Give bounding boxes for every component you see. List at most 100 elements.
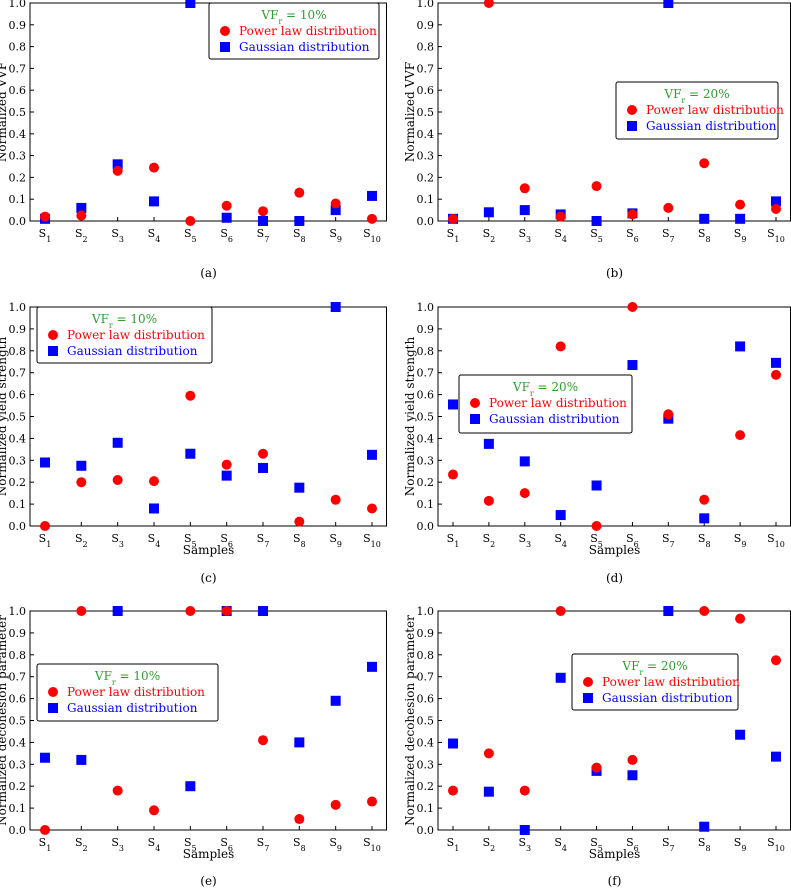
x-tick-label-S7: S7 bbox=[257, 532, 270, 549]
y-tick-label: 0.5 bbox=[417, 411, 435, 424]
x-tick-label-S7: S7 bbox=[662, 227, 675, 244]
y-tick-label: 0.9 bbox=[417, 627, 435, 640]
y-tick-label: 0.9 bbox=[9, 627, 27, 640]
legend-gaussian-marker bbox=[470, 414, 480, 424]
legend: VFr = 10%Power law distribution Gaussian … bbox=[208, 2, 380, 60]
power-law-point-S2 bbox=[76, 606, 87, 616]
y-tick-label: 0.4 bbox=[9, 128, 27, 141]
y-tick-label: 0.7 bbox=[417, 671, 435, 684]
power-law-point-S1 bbox=[448, 785, 458, 796]
power-law-point-S3 bbox=[519, 183, 530, 194]
gaussian-point-S2 bbox=[483, 786, 494, 797]
x-tick-label-S5: S5 bbox=[184, 532, 197, 549]
x-tick-label-S2: S2 bbox=[483, 532, 496, 549]
y-tick-label: 0.8 bbox=[9, 649, 27, 662]
power-law-point-S3 bbox=[519, 488, 530, 499]
power-law-point-S8 bbox=[699, 494, 710, 505]
gaussian-point-S4 bbox=[149, 503, 159, 514]
y-tick-label: 0.1 bbox=[9, 193, 27, 206]
x-tick-label-S9: S9 bbox=[329, 227, 342, 244]
y-tick-label: 1.0 bbox=[417, 605, 435, 618]
gaussian-point-S3 bbox=[519, 205, 530, 216]
legend-title: VFr = 10% bbox=[91, 312, 157, 330]
x-tick-label-S6: S6 bbox=[220, 227, 233, 244]
x-axis-label: Samples bbox=[589, 847, 641, 861]
x-tick-label-S3: S3 bbox=[111, 836, 124, 853]
legend-power-law-label: Power law distribution bbox=[646, 103, 784, 117]
y-tick-label: 0.9 bbox=[9, 19, 27, 32]
gaussian-point-S3 bbox=[112, 437, 123, 448]
x-tick-label-S10: S10 bbox=[363, 836, 381, 853]
panel-c: 0.0 0.1 0.2 0.3 0.4 0.5 0.6 0.7 0.8 0.9 1.0 S1 S2 S3 S… bbox=[0, 301, 387, 585]
panel-caption: (e) bbox=[200, 874, 216, 888]
power-law-point-S2 bbox=[483, 0, 494, 8]
gaussian-point-S8 bbox=[294, 216, 305, 226]
y-tick-label: 0.1 bbox=[417, 498, 435, 511]
power-law-point-S9 bbox=[330, 494, 341, 505]
power-law-point-S10 bbox=[367, 213, 377, 224]
legend-box bbox=[36, 663, 219, 722]
gaussian-point-S9 bbox=[330, 205, 341, 216]
legend-power-law-label: Power law distribution bbox=[67, 685, 205, 699]
x-tick-label-S1: S1 bbox=[39, 532, 52, 549]
x-tick-label-S7: S7 bbox=[662, 532, 675, 549]
power-law-point-S6 bbox=[627, 754, 638, 765]
y-tick-label: 0.4 bbox=[417, 432, 435, 445]
gaussian-point-S2 bbox=[483, 207, 494, 218]
power-law-point-S10 bbox=[771, 204, 781, 215]
legend-gaussian-marker bbox=[220, 42, 230, 52]
legend: VFr = 20%Power law distribution Gaussian … bbox=[571, 653, 740, 711]
legend-power-law-marker bbox=[48, 687, 58, 697]
power-law-point-S4 bbox=[149, 805, 159, 816]
x-tick-label-S1: S1 bbox=[447, 836, 460, 853]
y-tick-label: 0.3 bbox=[417, 758, 435, 771]
power-law-point-S2 bbox=[483, 748, 494, 759]
power-law-point-S5 bbox=[591, 181, 602, 192]
gaussian-point-S9 bbox=[330, 695, 341, 706]
legend-gaussian-label: Gaussian distribution bbox=[67, 344, 198, 358]
y-tick-label: 0.1 bbox=[9, 802, 27, 815]
legend-power-law-label: Power law distribution bbox=[67, 328, 205, 342]
gaussian-point-S10 bbox=[367, 190, 377, 201]
x-tick-label-S4: S4 bbox=[554, 227, 567, 244]
power-law-point-S9 bbox=[735, 430, 746, 441]
x-tick-label-S5: S5 bbox=[590, 836, 603, 853]
y-tick-label: 0.6 bbox=[9, 84, 27, 97]
gaussian-point-S6 bbox=[221, 212, 232, 223]
gaussian-point-S1 bbox=[40, 752, 50, 763]
y-tick-label: 0.2 bbox=[417, 171, 435, 184]
y-axis-label: Normalized decohesion parameter bbox=[403, 615, 417, 826]
power-law-point-S4 bbox=[555, 606, 566, 616]
power-law-point-S6 bbox=[627, 302, 638, 312]
legend-box bbox=[615, 81, 779, 140]
gaussian-point-S8 bbox=[699, 213, 710, 224]
gaussian-point-S5 bbox=[185, 781, 196, 792]
legend-box bbox=[36, 306, 213, 364]
gaussian-point-S10 bbox=[771, 196, 781, 207]
x-tick-label-S10: S10 bbox=[363, 532, 381, 549]
gaussian-point-S10 bbox=[771, 751, 781, 762]
power-law-point-S3 bbox=[519, 785, 530, 796]
gaussian-point-S10 bbox=[367, 449, 377, 460]
x-tick-label-S1: S1 bbox=[39, 836, 52, 853]
panel-caption: (d) bbox=[606, 571, 623, 585]
y-tick-label: 0.0 bbox=[417, 520, 435, 533]
y-tick-label: 0.6 bbox=[417, 389, 435, 402]
legend-box bbox=[458, 374, 633, 434]
legend-power-law-marker bbox=[583, 677, 593, 687]
power-law-point-S8 bbox=[699, 606, 710, 616]
x-tick-label-S3: S3 bbox=[111, 227, 124, 244]
gaussian-point-S1 bbox=[448, 399, 458, 410]
legend-box bbox=[571, 653, 739, 711]
power-law-point-S2 bbox=[76, 477, 87, 488]
legend-title: VFr = 20% bbox=[512, 380, 578, 398]
y-tick-label: 0.0 bbox=[9, 520, 27, 533]
gaussian-point-S9 bbox=[735, 341, 746, 352]
legend-power-law-label: Power law distribution bbox=[602, 675, 740, 689]
x-tick-label-S3: S3 bbox=[518, 532, 531, 549]
legend-gaussian-label: Gaussian distribution bbox=[489, 412, 620, 426]
power-law-point-S10 bbox=[771, 369, 781, 380]
power-law-point-S10 bbox=[367, 503, 377, 514]
power-law-point-S1 bbox=[40, 825, 50, 835]
x-tick-label-S6: S6 bbox=[626, 836, 639, 853]
